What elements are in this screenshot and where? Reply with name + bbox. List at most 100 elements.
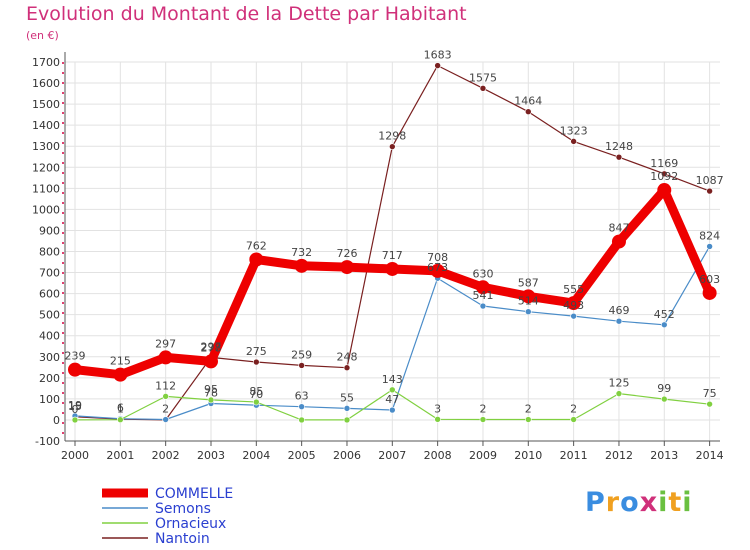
data-label: 630: [472, 267, 493, 280]
data-point: [253, 398, 260, 406]
data-point: [524, 108, 532, 115]
logo-letter: P: [585, 487, 606, 518]
y-tick-label: 500: [39, 309, 60, 322]
logo-letter: o: [620, 487, 640, 518]
data-point: [294, 258, 309, 273]
data-label: 1: [117, 403, 124, 416]
data-label: 112: [155, 379, 176, 392]
data-label: 1464: [514, 95, 542, 108]
axis-dot: [62, 432, 64, 434]
data-label: 47: [385, 393, 399, 406]
chart-title: Evolution du Montant de la Dette par Hab…: [26, 3, 467, 25]
data-label: 1683: [424, 49, 452, 62]
data-point: [162, 416, 169, 423]
data-point: [657, 183, 672, 198]
y-tick-label: 1000: [32, 203, 60, 216]
data-point: [611, 234, 626, 249]
axis-dot: [62, 242, 64, 244]
y-tick-label: 1500: [32, 98, 60, 111]
x-tick-label: 2004: [242, 449, 270, 462]
data-label: 70: [249, 388, 263, 401]
y-tick-label: 700: [39, 267, 60, 280]
axes: -100010020030040050060070080090010001100…: [32, 52, 724, 462]
data-label: 708: [427, 251, 448, 264]
y-tick-label: 1300: [32, 140, 60, 153]
data-label: 3: [434, 402, 441, 415]
axis-dot: [62, 202, 64, 204]
data-label: 603: [699, 273, 720, 286]
data-point: [298, 403, 305, 410]
data-point: [566, 296, 581, 311]
axis-dot: [62, 112, 64, 114]
x-tick-label: 2014: [696, 449, 724, 462]
legend-label: COMMELLE: [155, 486, 233, 502]
data-label: 514: [518, 295, 539, 308]
axis-dot: [62, 352, 64, 354]
data-point: [570, 416, 577, 423]
data-point: [570, 312, 577, 320]
data-point: [615, 390, 623, 397]
data-point: [71, 416, 79, 424]
data-point: [706, 400, 713, 408]
axis-dot: [62, 122, 64, 124]
y-tick-label: 200: [39, 372, 60, 385]
y-tick-label: 1600: [32, 77, 60, 90]
data-label: 493: [563, 299, 584, 312]
data-point: [343, 405, 351, 412]
data-point: [521, 289, 536, 304]
data-label: 143: [382, 373, 403, 386]
axis-dot: [62, 342, 64, 344]
data-label: 2: [162, 403, 169, 416]
y-tick-label: 900: [39, 224, 60, 237]
data-point: [207, 396, 215, 404]
y-tick-label: 800: [39, 246, 60, 259]
x-tick-label: 2007: [378, 449, 406, 462]
axis-dot: [62, 302, 64, 304]
data-point: [660, 395, 668, 403]
data-label: 469: [608, 304, 629, 317]
data-point: [479, 302, 487, 310]
data-label: 19: [68, 399, 82, 412]
data-point: [570, 138, 577, 145]
data-point: [389, 386, 396, 394]
data-point: [706, 187, 713, 195]
data-label: 541: [472, 289, 493, 302]
y-tick-label: 1100: [32, 182, 60, 195]
data-point: [702, 285, 717, 300]
data-point: [660, 170, 668, 178]
axis-dot: [62, 292, 64, 294]
data-label: 239: [65, 350, 86, 363]
data-point: [479, 416, 487, 423]
data-point: [343, 364, 351, 372]
x-tick-label: 2003: [197, 449, 225, 462]
data-label: 1298: [378, 130, 406, 143]
logo-letter: x: [639, 487, 659, 518]
y-tick-label: 0: [53, 414, 60, 427]
axis-dot: [62, 312, 64, 314]
axis-dot: [62, 142, 64, 144]
data-point: [434, 416, 441, 423]
logo-letter: t: [668, 487, 683, 518]
data-point: [158, 350, 173, 365]
data-label: 95: [204, 383, 218, 396]
data-label: 297: [200, 340, 221, 353]
axis-dot: [62, 412, 64, 414]
y-tick-label: 1200: [32, 161, 60, 174]
data-point: [298, 416, 305, 424]
y-tick-label: -100: [35, 435, 60, 448]
x-tick-label: 2008: [424, 449, 452, 462]
y-tick-label: 600: [39, 288, 60, 301]
x-tick-label: 2012: [605, 449, 633, 462]
data-label: 248: [336, 351, 357, 364]
axis-dot: [62, 252, 64, 254]
data-point: [249, 252, 264, 267]
data-point: [162, 393, 169, 400]
axis-dot: [62, 392, 64, 394]
legend-label: Semons: [155, 501, 211, 517]
y-tick-label: 1700: [32, 56, 60, 69]
data-point: [524, 308, 532, 316]
data-label: 215: [110, 355, 131, 368]
data-label: 15: [68, 400, 82, 413]
